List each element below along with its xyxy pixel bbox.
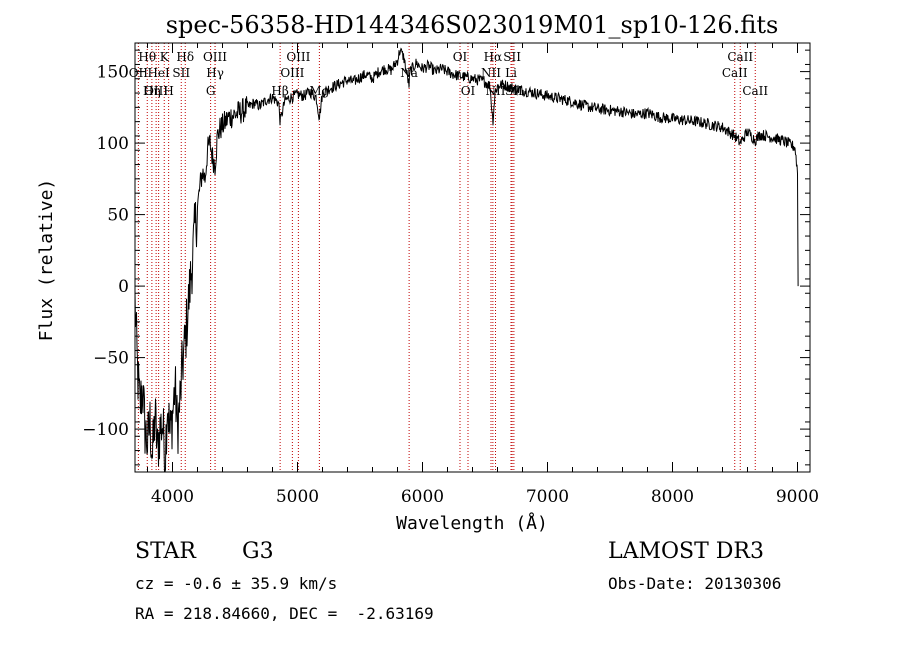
- plot-frame: [134, 42, 811, 473]
- y-tick-label-3: 50: [107, 206, 129, 226]
- chart-title: spec-56358-HD144346S023019M01_sp10-126.f…: [166, 11, 779, 39]
- line-label-27: CaII: [742, 84, 768, 98]
- coordinates-text: RA = 218.84660, DEC = -2.63169: [135, 604, 434, 623]
- line-label-18: OI: [461, 84, 476, 98]
- survey-name: LAMOST DR3: [608, 539, 764, 564]
- x-tick-label-2: 6000: [401, 487, 444, 507]
- subclass: G3: [242, 539, 274, 564]
- line-label-1: OII: [129, 66, 149, 80]
- line-label-23: Li: [505, 66, 517, 80]
- line-label-19: Hα: [484, 50, 503, 64]
- line-label-2: Hη: [143, 84, 161, 98]
- line-label-10: Hγ: [206, 66, 224, 80]
- x-axis: 4000 5000 6000 7000 8000 9000: [147, 43, 819, 507]
- line-label-7: SII: [172, 66, 190, 80]
- line-label-26: CaII: [722, 66, 748, 80]
- x-tick-label-0: 4000: [151, 487, 194, 507]
- x-tick-label-4: 8000: [651, 487, 694, 507]
- object-class: STAR: [135, 539, 196, 564]
- x-tick-label-3: 7000: [526, 487, 569, 507]
- line-label-0: Hθ: [138, 50, 156, 64]
- spectrum-line: [134, 47, 799, 473]
- y-tick-label-1: −50: [93, 349, 129, 369]
- line-label-11: G: [206, 84, 216, 98]
- line-label-5: K: [160, 50, 170, 64]
- line-label-3: OIII: [144, 84, 168, 98]
- y-tick-label-4: 100: [97, 134, 129, 154]
- line-label-22: SII: [503, 50, 521, 64]
- x-axis-label: Wavelength (Å): [396, 512, 548, 534]
- y-tick-label-2: 0: [118, 277, 129, 297]
- x-tick-label-1: 5000: [276, 487, 319, 507]
- line-label-25: CaII: [727, 50, 753, 64]
- line-label-14: OIII: [280, 66, 304, 80]
- y-axis: −100 −50 0 50 100 150: [82, 49, 810, 466]
- x-tick-label-5: 9000: [776, 487, 819, 507]
- redshift-text: cz = -0.6 ± 35.9 km/s: [135, 574, 338, 593]
- line-label-4: HeI: [147, 66, 170, 80]
- spectral-line-markers: [137, 43, 756, 472]
- y-tick-label-0: −100: [82, 420, 129, 440]
- line-label-9: OIII: [203, 50, 227, 64]
- obs-date-text: Obs-Date: 20130306: [608, 574, 782, 593]
- line-label-6: H: [163, 84, 173, 98]
- y-tick-label-5: 150: [97, 63, 129, 83]
- line-label-20: NII: [481, 66, 501, 80]
- y-axis-label: Flux (relative): [36, 179, 57, 342]
- line-label-12: Hβ: [271, 84, 288, 98]
- line-label-13: OIII: [286, 50, 310, 64]
- line-label-8: Hδ: [176, 50, 194, 64]
- line-label-17: OI: [453, 50, 468, 64]
